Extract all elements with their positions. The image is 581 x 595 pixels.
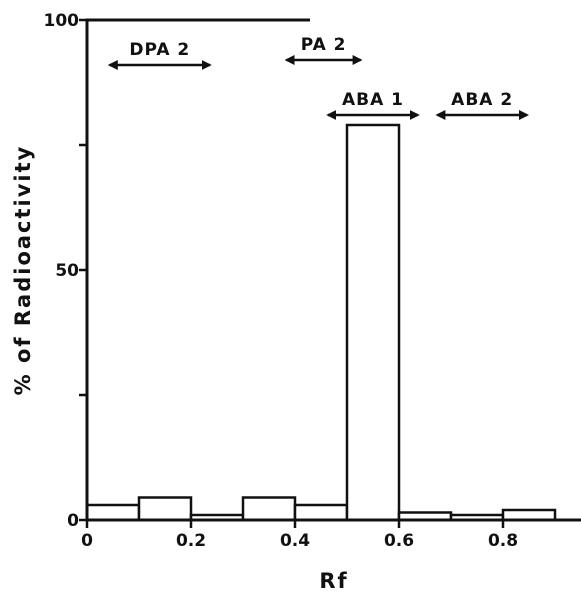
x-tick-label: 0.4 — [280, 531, 310, 551]
ticks-layer: 0 50 100 0 0.2 0.4 0.6 0.8 — [44, 11, 519, 551]
y-tick-label: 50 — [55, 261, 79, 281]
range-label: ABA 2 — [451, 90, 513, 110]
x-axis-title: Rf — [319, 569, 348, 593]
x-tick-label: 0.8 — [488, 531, 518, 551]
range-label: ABA 1 — [342, 90, 404, 110]
bar — [137, 496, 193, 522]
range-label: DPA 2 — [129, 40, 190, 60]
annotations-layer: DPA 2 PA 2 ABA 1 ABA 2 — [107, 35, 529, 120]
bar — [241, 496, 297, 522]
y-tick-label: 100 — [44, 11, 80, 31]
y-tick-label: 0 — [67, 511, 79, 531]
x-tick-label: 0 — [81, 531, 93, 551]
range-label: PA 2 — [301, 35, 347, 55]
bars-layer — [85, 123, 557, 522]
bar — [345, 123, 401, 522]
y-axis-title: % of Radioactivity — [11, 145, 35, 396]
x-tick-label: 0.6 — [384, 531, 414, 551]
x-tick-label: 0.2 — [176, 531, 206, 551]
bar — [85, 503, 141, 522]
bar — [293, 503, 349, 522]
